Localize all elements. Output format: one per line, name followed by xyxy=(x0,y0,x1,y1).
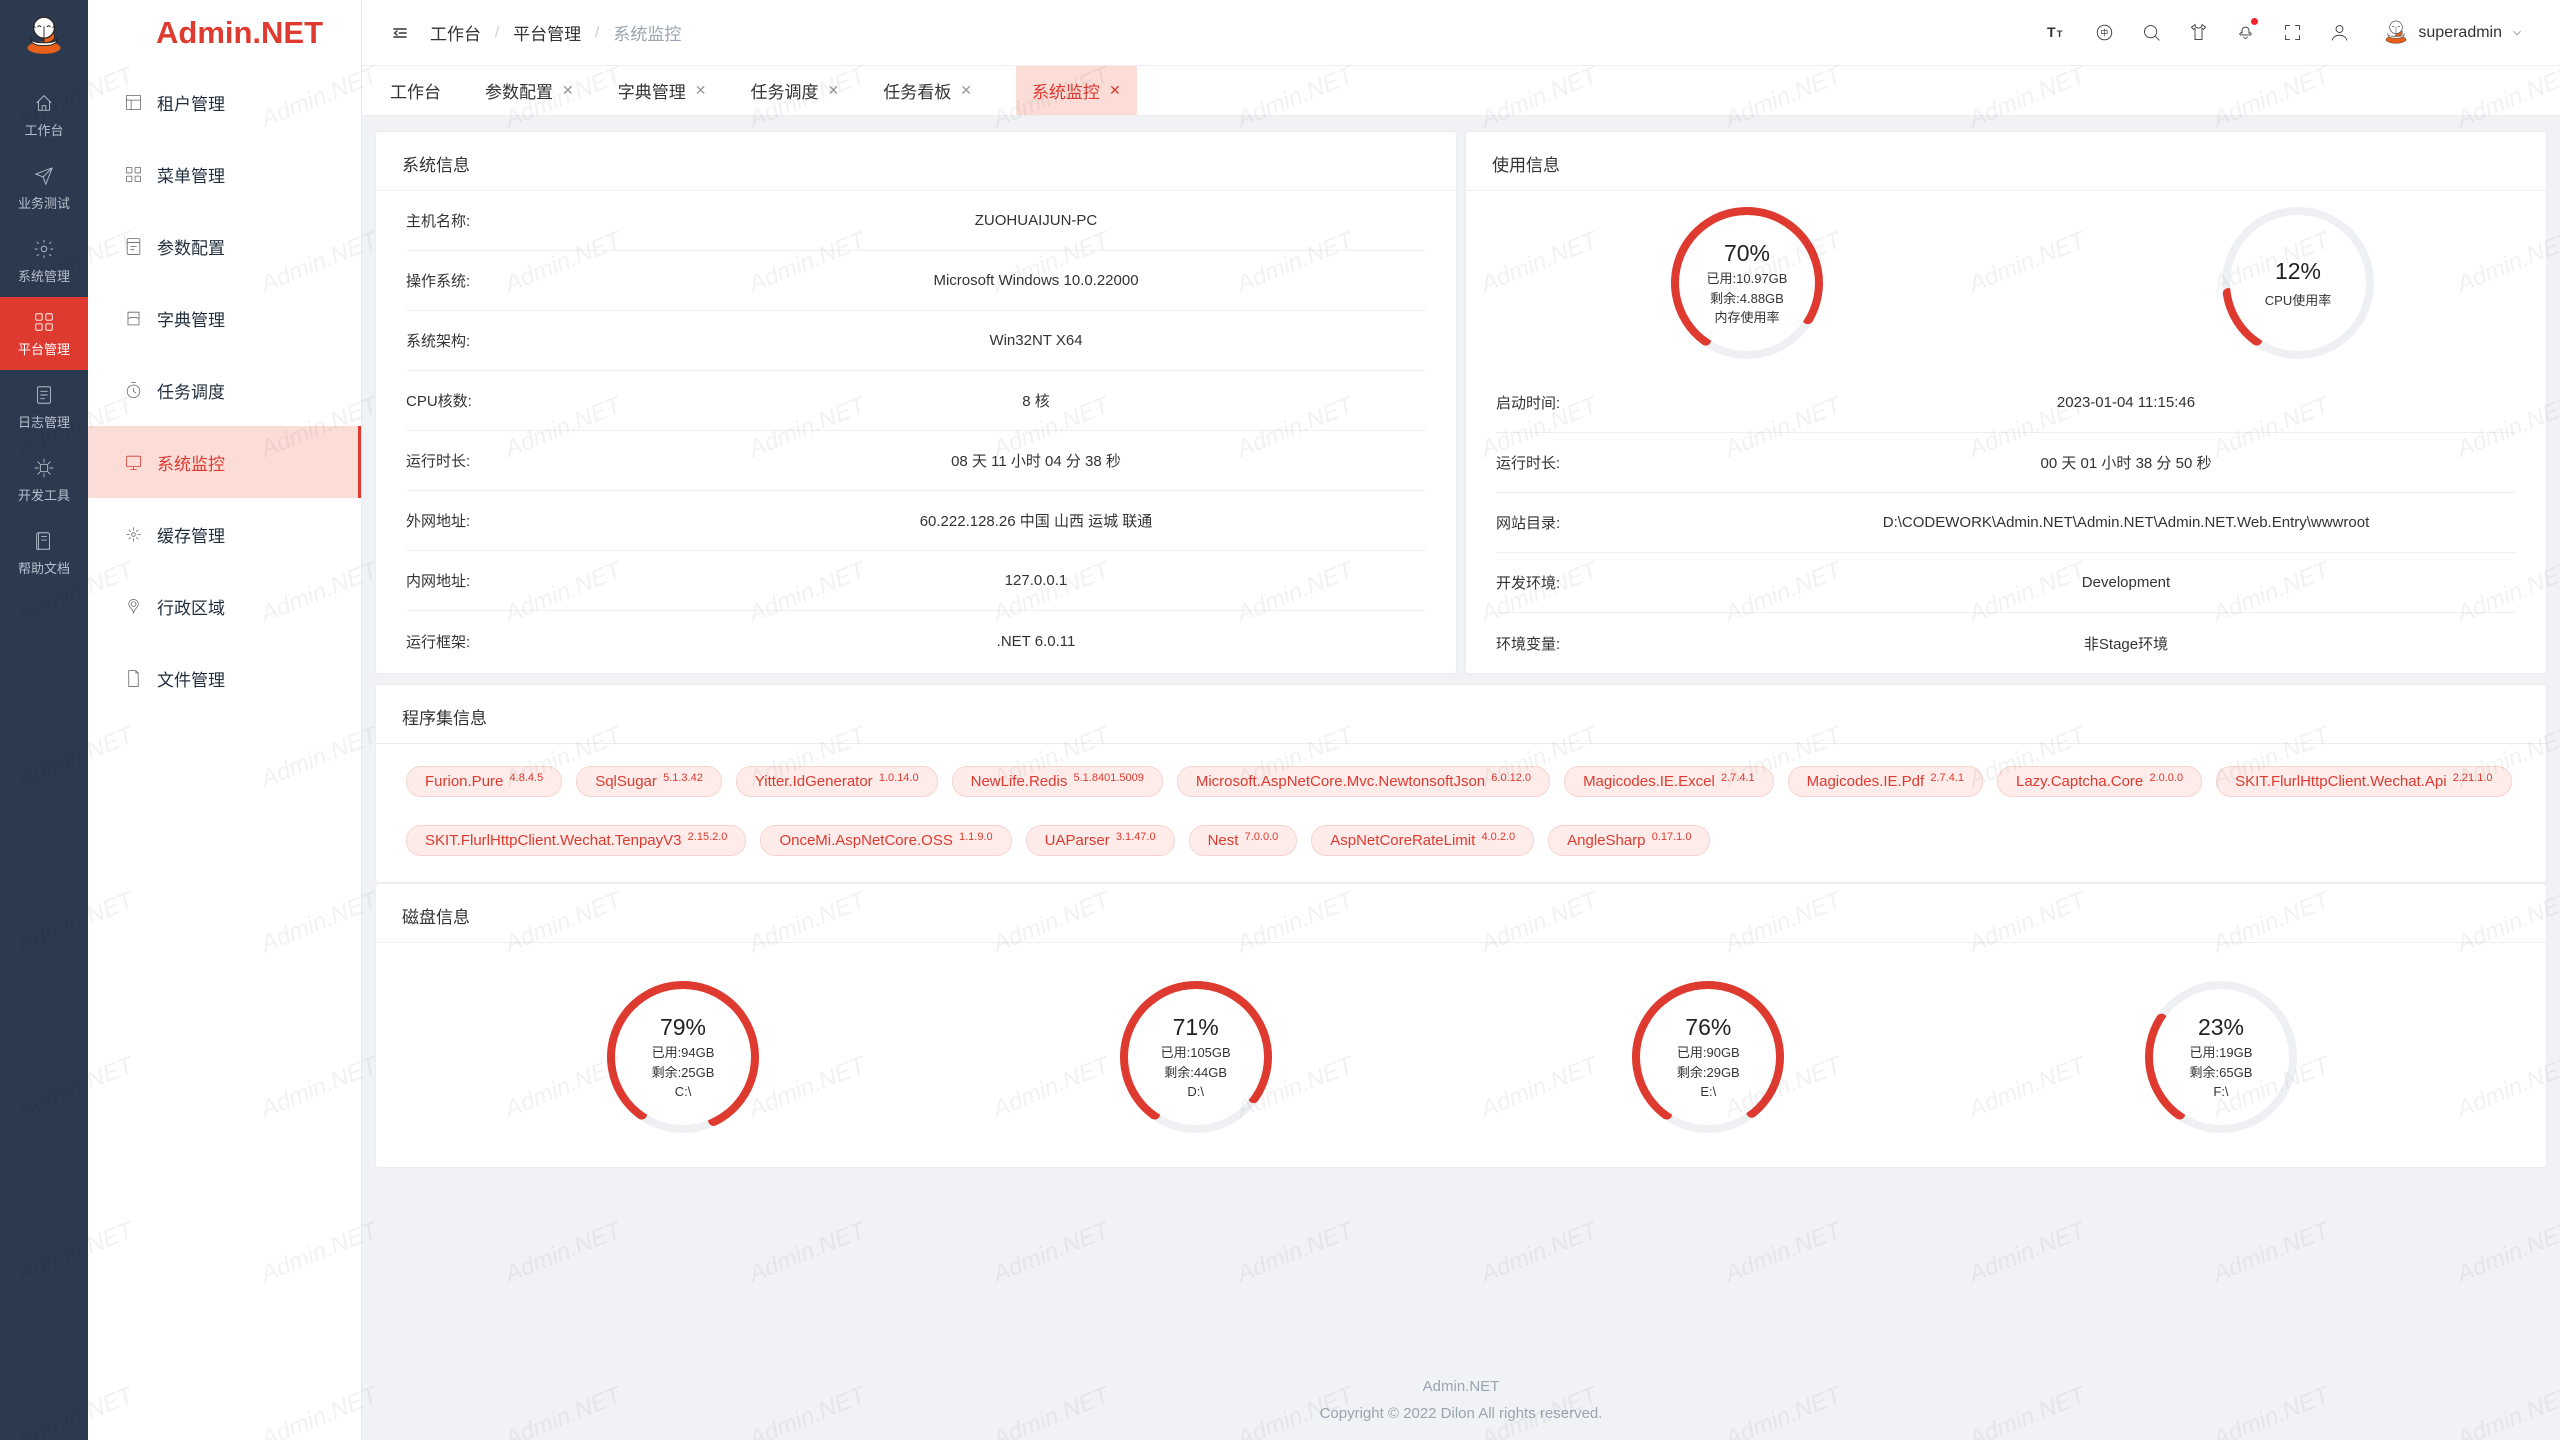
svg-text:中: 中 xyxy=(2101,28,2109,38)
svg-text:T: T xyxy=(2057,29,2063,40)
svg-text:T: T xyxy=(2047,24,2056,40)
